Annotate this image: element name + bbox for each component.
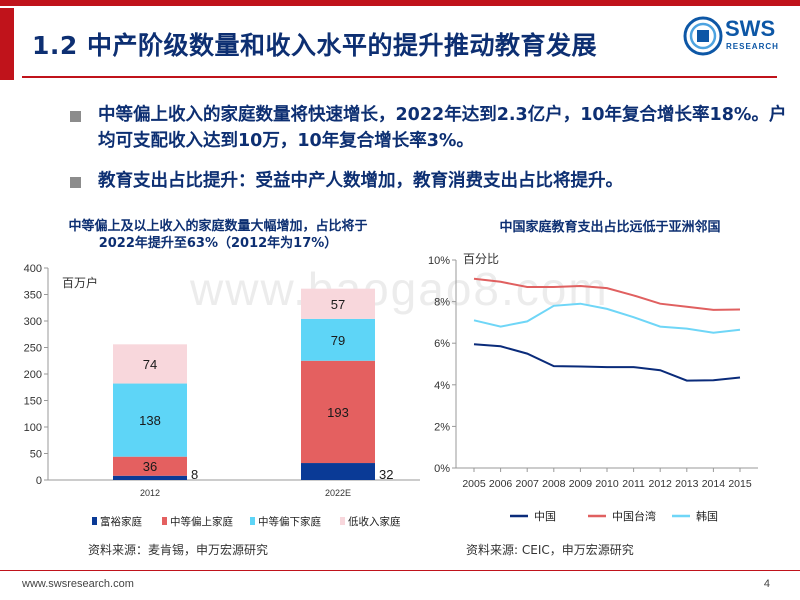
legend-label: 富裕家庭	[100, 515, 142, 528]
line-chart-title: 中国家庭教育支出占比远低于亚洲邻国	[499, 220, 721, 235]
bullet-square-icon	[70, 177, 81, 188]
bullet-list: 中等偏上收入的家庭数量将快速增长，2022年达到2.3亿户，10年复合增长率18…	[70, 102, 790, 208]
legend-label: 中国	[534, 510, 556, 523]
x-tick-label: 2015	[728, 478, 752, 490]
bar-data-label: 79	[331, 333, 345, 348]
bar-data-label: 138	[139, 413, 161, 428]
bullet-item: 教育支出占比提升：受益中产人数增加，教育消费支出占比将提升。	[70, 168, 790, 194]
y-tick-label: 250	[24, 343, 42, 355]
sws-logo: SWS RESEARCH	[683, 14, 788, 60]
legend-swatch	[340, 517, 345, 525]
watermark: www.baogao8.com	[190, 263, 609, 315]
x-tick-label: 2012	[140, 488, 160, 498]
bullet-square-icon	[70, 111, 81, 122]
y-tick-label: 150	[24, 396, 42, 408]
y-tick-label: 10%	[428, 255, 450, 267]
bar-data-label: 36	[143, 459, 157, 474]
y-tick-label: 0	[36, 475, 42, 487]
bar-segment	[301, 318, 375, 361]
bar-segment	[113, 475, 187, 480]
bullet-item: 中等偏上收入的家庭数量将快速增长，2022年达到2.3亿户，10年复合增长率18…	[70, 102, 790, 154]
sws-logo-icon	[683, 16, 723, 56]
footer-divider	[0, 570, 800, 571]
bar-data-label: 193	[327, 405, 349, 420]
y-tick-label: 50	[30, 449, 42, 461]
x-tick-label: 2013	[675, 478, 699, 490]
bar-data-label: 74	[143, 357, 157, 372]
x-tick-label: 2010	[595, 478, 619, 490]
y-tick-label: 100	[24, 422, 42, 434]
bar-chart-title: 中等偏上及以上收入的家庭数量大幅增加，占比将于2022年提升至63%（2012年…	[68, 219, 368, 251]
y-axis-label: 百分比	[463, 252, 499, 266]
bar-segment	[301, 463, 375, 480]
y-tick-label: 350	[24, 290, 42, 302]
y-axis-label: 百万户	[62, 275, 98, 290]
line-chart-source: 资料来源: CEIC，申万宏源研究	[466, 543, 634, 557]
bullet-text: 教育支出占比提升：受益中产人数增加，教育消费支出占比将提升。	[98, 171, 623, 191]
legend-label: 中国台湾	[612, 509, 656, 523]
x-tick-label: 2011	[622, 478, 645, 490]
y-tick-label: 4%	[434, 380, 450, 392]
y-tick-label: 400	[24, 263, 42, 275]
bar-data-label: 32	[379, 467, 393, 482]
page-title: 1.2 中产阶级数量和收入水平的提升推动教育发展	[32, 31, 597, 60]
series-line	[473, 277, 741, 311]
series-line	[473, 343, 741, 382]
y-tick-label: 300	[24, 316, 42, 328]
bar-segment	[113, 383, 187, 457]
logo-subtext: RESEARCH	[726, 42, 779, 51]
bullet-text: 中等偏上收入的家庭数量将快速增长，2022年达到2.3亿户，10年复合增长率18…	[98, 105, 787, 151]
legend-swatch	[162, 517, 167, 525]
x-tick-label: 2005	[462, 478, 486, 490]
footer-url: www.swsresearch.com	[22, 578, 134, 590]
x-tick-label: 2014	[702, 478, 726, 490]
bar-chart: 0 50 100 150 200 250 300 350 400 百万户 2012 8 36 138 74 2…	[24, 263, 420, 528]
page-number: 4	[763, 578, 770, 590]
x-tick-label: 2012	[649, 478, 673, 490]
x-tick-label: 2009	[569, 478, 593, 490]
legend-swatch	[92, 517, 97, 525]
y-tick-label: 8%	[434, 297, 450, 309]
x-tick-label: 2006	[489, 478, 513, 490]
title-divider	[22, 76, 777, 78]
bar-data-label: 57	[331, 297, 345, 312]
bar-segment	[301, 360, 375, 464]
bar-segment	[301, 288, 375, 319]
bar-data-label: 8	[191, 467, 198, 482]
series-line	[473, 302, 741, 334]
legend-label: 韩国	[696, 509, 718, 523]
bar-chart-source: 资料来源：麦肯锡，申万宏源研究	[88, 543, 269, 557]
legend-swatch	[250, 517, 255, 525]
y-tick-label: 2%	[434, 421, 450, 433]
y-tick-label: 6%	[434, 338, 450, 350]
x-tick-label: 2008	[542, 478, 566, 490]
line-chart: 0% 2% 4% 6% 8% 10% 百分比 2005 2006 2007 2008 2009 2010…	[428, 252, 758, 523]
title-accent-block	[0, 8, 14, 80]
legend-label: 低收入家庭	[348, 515, 401, 528]
x-tick-label: 2022E	[325, 488, 351, 498]
x-tick-label: 2007	[516, 478, 540, 490]
logo-wordmark: SWS	[725, 16, 776, 41]
bar-segment	[113, 344, 187, 384]
legend-label: 中等偏上家庭	[170, 515, 233, 528]
y-tick-label: 200	[24, 369, 42, 381]
top-accent-bar	[0, 0, 800, 6]
legend-label: 中等偏下家庭	[258, 515, 321, 528]
bar-segment	[113, 456, 187, 476]
y-tick-label: 0%	[434, 463, 450, 475]
